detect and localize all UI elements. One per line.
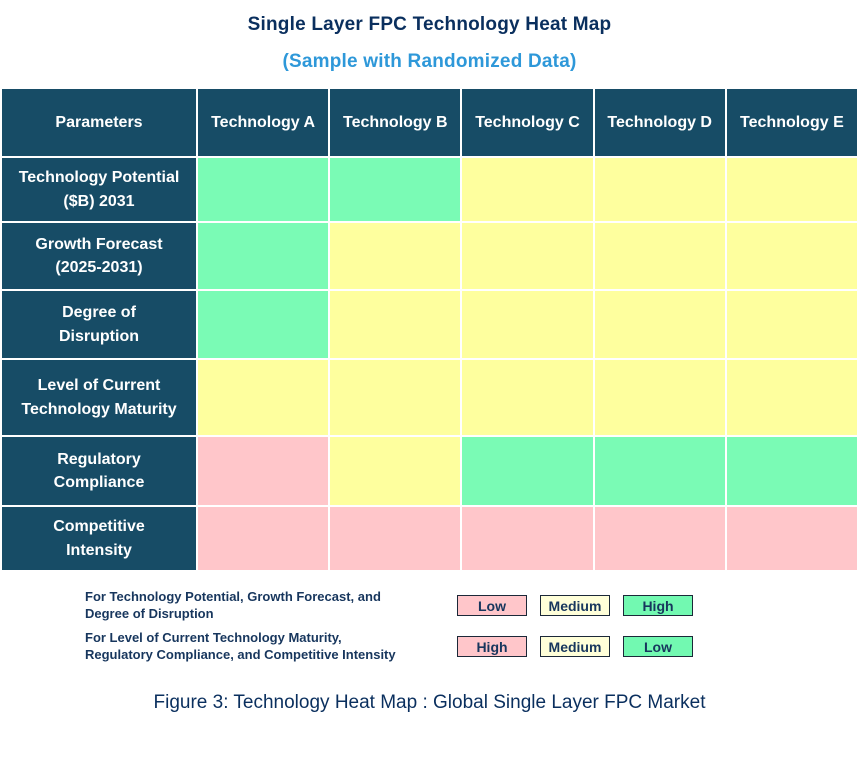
column-header-parameters: Parameters xyxy=(2,89,196,156)
heatmap-cell xyxy=(594,360,725,435)
legend-box: High xyxy=(623,595,693,617)
heatmap-cell xyxy=(462,158,593,221)
legend-box: Low xyxy=(457,595,527,617)
heatmap-cell xyxy=(198,158,329,221)
heatmap-cell xyxy=(198,291,329,358)
heatmap-cell xyxy=(726,223,857,289)
heatmap-cell xyxy=(330,158,461,221)
column-header: Technology C xyxy=(462,89,593,156)
column-header: Technology B xyxy=(330,89,461,156)
row-label: Technology Potential ($B) 2031 xyxy=(2,158,196,221)
legend-box-label: High xyxy=(642,597,674,614)
row-label: Regulatory Compliance xyxy=(2,437,196,505)
legend-boxes: High Medium Low xyxy=(457,636,693,658)
heatmap-cell xyxy=(462,223,593,289)
heatmap-cell xyxy=(198,437,329,505)
heatmap-table: Parameters Technology A Technology B Techno… xyxy=(0,89,859,570)
heatmap-cell xyxy=(462,437,593,505)
row-label: Degree of Disruption xyxy=(2,291,196,358)
legend-box: Low xyxy=(623,636,693,658)
heatmap-cell xyxy=(594,158,725,221)
legend-row: For Level of Current Technology Maturity… xyxy=(85,630,785,664)
heatmap-cell xyxy=(726,291,857,358)
legend-box-label: Medium xyxy=(548,597,602,614)
heatmap-cell xyxy=(198,360,329,435)
heatmap-cell xyxy=(594,437,725,505)
legend-box-label: Low xyxy=(478,597,506,614)
heatmap-cell xyxy=(198,507,329,570)
heatmap-cell xyxy=(726,158,857,221)
heatmap-cell xyxy=(330,507,461,570)
row-label: Competitive Intensity xyxy=(2,507,196,570)
legend-box-label: High xyxy=(476,638,508,655)
heatmap-cell xyxy=(330,437,461,505)
page-title: Single Layer FPC Technology Heat Map xyxy=(247,14,612,35)
heatmap-cell xyxy=(594,507,725,570)
heatmap-cell xyxy=(462,507,593,570)
legend-box: High xyxy=(457,636,527,658)
legend-box-label: Low xyxy=(644,638,672,655)
legend: For Technology Potential, Growth Forecas… xyxy=(85,589,785,664)
heatmap-cell xyxy=(726,437,857,505)
legend-text: For Level of Current Technology Maturity… xyxy=(85,629,396,662)
heatmap-cell xyxy=(462,291,593,358)
page-subtitle: (Sample with Randomized Data) xyxy=(282,51,577,72)
heatmap-cell xyxy=(330,360,461,435)
heatmap-cell xyxy=(594,223,725,289)
heatmap-cell xyxy=(726,507,857,570)
heatmap-cell xyxy=(462,360,593,435)
heatmap-cell xyxy=(330,223,461,289)
column-header: Technology E xyxy=(726,89,857,156)
legend-box-label: Medium xyxy=(548,638,602,655)
row-label: Growth Forecast (2025-2031) xyxy=(2,223,196,289)
legend-text: For Technology Potential, Growth Forecas… xyxy=(85,589,381,621)
figure-caption: Figure 3: Technology Heat Map : Global S… xyxy=(153,691,706,713)
legend-box: Medium xyxy=(540,595,610,617)
legend-row: For Technology Potential, Growth Forecas… xyxy=(85,589,785,623)
legend-boxes: Low Medium High xyxy=(457,595,693,617)
heatmap-cell xyxy=(594,291,725,358)
legend-box: Medium xyxy=(540,636,610,658)
heatmap-cell xyxy=(330,291,461,358)
row-label: Level of Current Technology Maturity xyxy=(2,360,196,435)
heatmap-cell xyxy=(198,223,329,289)
column-header: Technology A xyxy=(198,89,329,156)
heatmap-cell xyxy=(726,360,857,435)
column-header: Technology D xyxy=(594,89,725,156)
